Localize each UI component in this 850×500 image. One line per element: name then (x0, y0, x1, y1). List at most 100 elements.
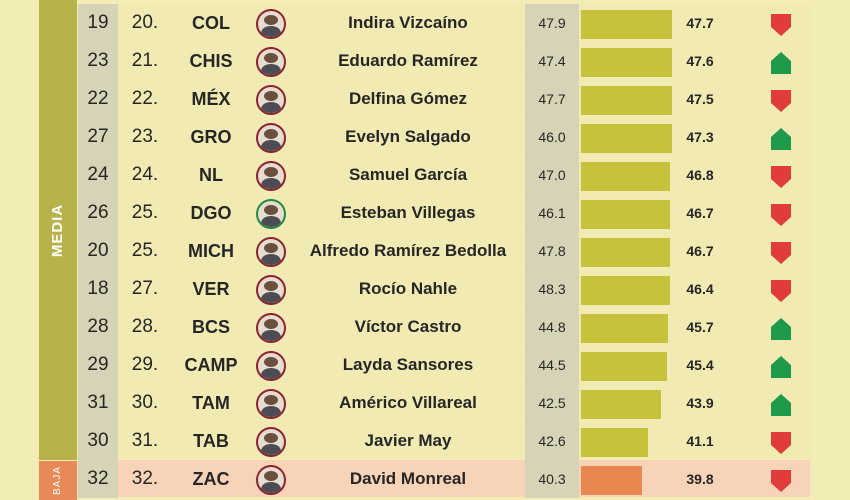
previous-rank: 29 (87, 354, 109, 375)
prev-rank-column (78, 42, 118, 80)
avatar-icon (256, 313, 286, 343)
score-bar (581, 10, 673, 39)
prev-rank-column (78, 118, 118, 156)
avatar-icon (256, 161, 286, 191)
trend-down-icon (771, 242, 791, 264)
table-row: 22 22. MÉX Delfina Gómez 47.7 47.5 (0, 80, 850, 118)
row-background (78, 80, 810, 117)
previous-score: 42.5 (538, 395, 566, 411)
previous-rank: 24 (87, 164, 109, 185)
current-rank: 20. (131, 12, 159, 33)
prev-rank-column (78, 4, 118, 42)
row-background (78, 270, 810, 307)
current-rank: 22. (131, 88, 159, 109)
previous-rank: 32 (87, 468, 109, 489)
prev-score-column (525, 422, 579, 460)
governor-name: Rocío Nahle (358, 279, 458, 298)
current-score: 39.8 (686, 471, 714, 487)
prev-score-column (525, 270, 579, 308)
row-background (78, 232, 810, 269)
state-code: VER (192, 279, 230, 299)
previous-rank: 20 (87, 240, 109, 261)
score-bar (581, 200, 671, 229)
state-code: CAMP (184, 355, 238, 375)
previous-score: 44.5 (538, 357, 566, 373)
score-bar (581, 428, 649, 457)
current-rank: 29. (131, 354, 159, 375)
state-code: CHIS (189, 51, 233, 71)
current-score: 47.6 (686, 53, 714, 69)
prev-rank-column (78, 232, 118, 270)
state-code: MÉX (191, 89, 231, 109)
score-bar (581, 48, 673, 77)
avatar-icon (256, 85, 286, 115)
state-code: ZAC (192, 469, 230, 489)
governor-name: Delfina Gómez (348, 89, 468, 108)
previous-score: 47.7 (538, 91, 566, 107)
prev-score-column (525, 4, 579, 42)
prev-rank-column (78, 308, 118, 346)
score-bar (581, 162, 671, 191)
governor-name: Víctor Castro (354, 317, 462, 336)
current-score: 45.7 (686, 319, 714, 335)
current-rank: 32. (131, 468, 159, 489)
previous-score: 47.9 (538, 15, 566, 31)
prev-score-column (525, 194, 579, 232)
current-rank: 27. (131, 278, 159, 299)
row-background (78, 346, 810, 383)
table-row: 30 31. TAB Javier May 42.6 41.1 (0, 422, 850, 460)
table-row: 20 25. MICH Alfredo Ramírez Bedolla 47.8 46.7 (0, 232, 850, 270)
state-code: NL (199, 165, 223, 185)
state-code: TAB (193, 431, 229, 451)
score-bar (581, 238, 671, 267)
table-row: 28 28. BCS Víctor Castro 44.8 45.7 (0, 308, 850, 346)
state-code: COL (192, 13, 230, 33)
previous-score: 46.0 (538, 129, 566, 145)
tier-label-baja: BAJA (39, 461, 77, 500)
row-background (78, 384, 810, 421)
current-score: 47.5 (686, 91, 714, 107)
current-rank: 21. (131, 50, 159, 71)
table-row: 19 20. COL Indira Vizcaíno 47.9 47.7 (0, 4, 850, 42)
row-background (78, 156, 810, 193)
previous-rank: 18 (87, 278, 109, 299)
previous-rank: 31 (87, 392, 109, 413)
prev-score-column (525, 232, 579, 270)
avatar-icon (256, 427, 286, 457)
governor-name: Evelyn Salgado (345, 127, 471, 146)
governor-name: David Monreal (349, 469, 467, 488)
prev-score-column (525, 308, 579, 346)
prev-score-column (525, 460, 579, 498)
avatar-icon (256, 389, 286, 419)
row-background (78, 308, 810, 345)
trend-up-icon (771, 128, 791, 150)
previous-rank: 28 (87, 316, 109, 337)
row-background (78, 194, 810, 231)
prev-rank-column (78, 346, 118, 384)
trend-up-icon (771, 52, 791, 74)
governor-name: Eduardo Ramírez (338, 51, 478, 70)
previous-score: 42.6 (538, 433, 566, 449)
row-background (78, 118, 810, 155)
trend-down-icon (771, 280, 791, 302)
current-score: 45.4 (686, 357, 714, 373)
state-code: DGO (190, 203, 232, 223)
trend-up-icon (771, 356, 791, 378)
current-score: 46.8 (686, 167, 714, 183)
prev-rank-column (78, 80, 118, 118)
score-bar (581, 124, 672, 153)
current-rank: 23. (131, 126, 159, 147)
current-rank: 25. (131, 240, 159, 261)
current-rank: 24. (131, 164, 159, 185)
current-score: 46.7 (686, 205, 714, 221)
current-score: 46.4 (686, 281, 714, 297)
trend-down-icon (771, 470, 791, 492)
current-score: 47.7 (686, 15, 714, 31)
prev-score-column (525, 118, 579, 156)
trend-down-icon (771, 90, 791, 112)
avatar-icon-green (256, 199, 286, 229)
previous-score: 48.3 (538, 281, 566, 297)
prev-rank-column (78, 270, 118, 308)
avatar-icon (256, 123, 286, 153)
trend-down-icon (771, 14, 791, 36)
